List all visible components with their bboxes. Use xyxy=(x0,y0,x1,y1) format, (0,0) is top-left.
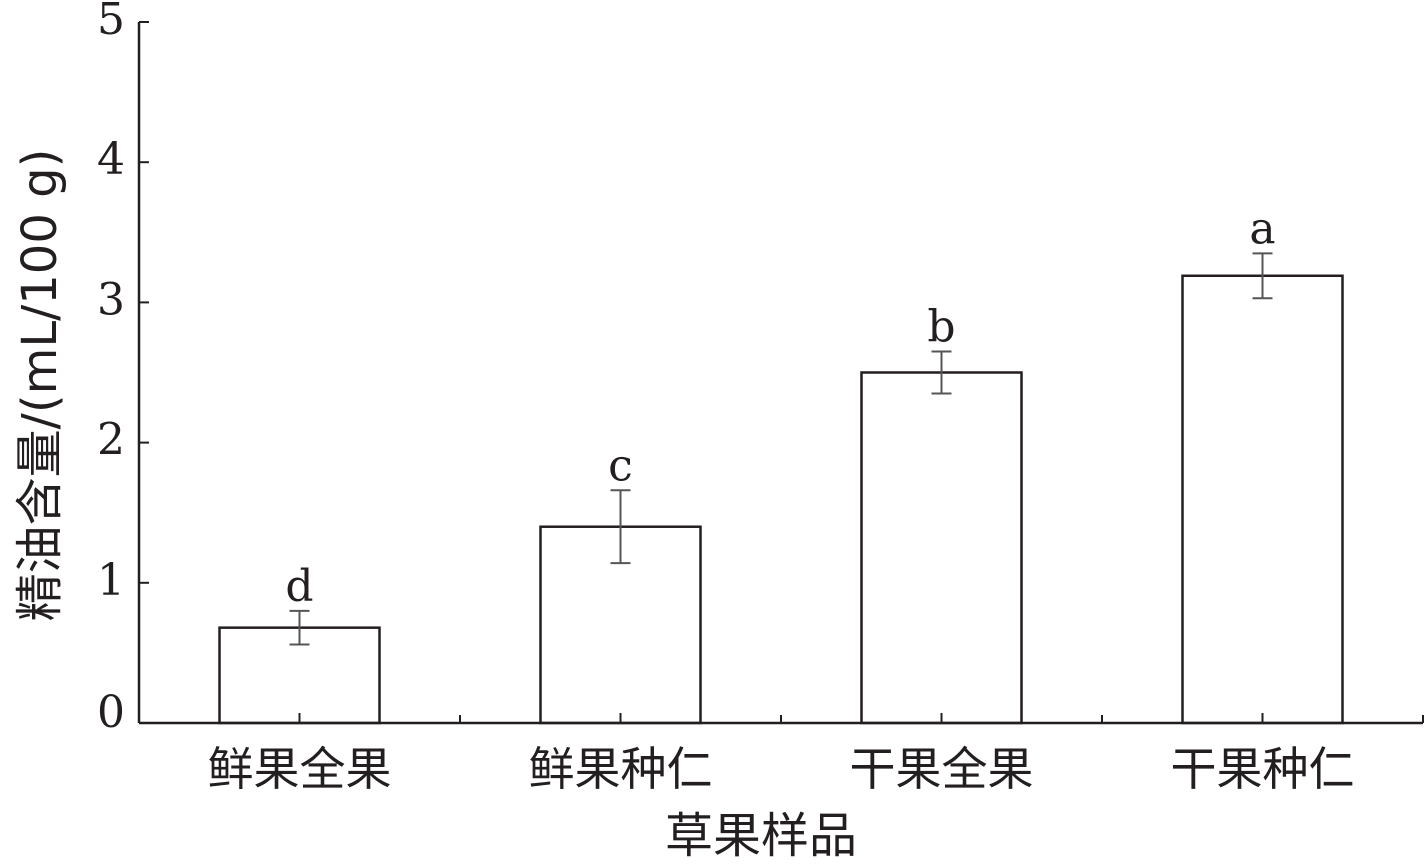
significance-label: a xyxy=(1249,203,1275,254)
y-tick-label: 3 xyxy=(97,274,125,325)
x-category-label: 鲜果种仁 xyxy=(529,742,713,796)
y-ticks-layer: 0 1 2 3 4 5 xyxy=(97,0,149,738)
bars-layer xyxy=(218,274,1344,725)
x-ticks-layer: 鲜果全果 鲜果种仁 干果全果 干果种仁 xyxy=(138,713,1424,796)
x-axis-title: 草果样品 xyxy=(665,808,857,864)
x-category-label: 鲜果全果 xyxy=(208,742,392,796)
y-tick-label: 1 xyxy=(97,555,125,606)
y-tick-label: 5 xyxy=(97,0,125,45)
y-tick-label: 2 xyxy=(97,415,125,466)
bar xyxy=(860,371,1023,725)
error-bars-layer xyxy=(289,252,1273,646)
y-axis-title: 精油含量/(mL/100 g) xyxy=(12,149,68,622)
x-category-label: 干果全果 xyxy=(850,742,1034,796)
significance-label: b xyxy=(927,301,955,352)
y-tick-label: 0 xyxy=(97,687,125,738)
y-tick-label: 4 xyxy=(97,134,125,185)
x-category-label: 干果种仁 xyxy=(1171,742,1355,796)
significance-label: d xyxy=(285,561,313,612)
significance-labels-layer: d c b a xyxy=(285,203,1275,612)
bar xyxy=(1181,274,1344,725)
significance-label: c xyxy=(608,440,633,491)
